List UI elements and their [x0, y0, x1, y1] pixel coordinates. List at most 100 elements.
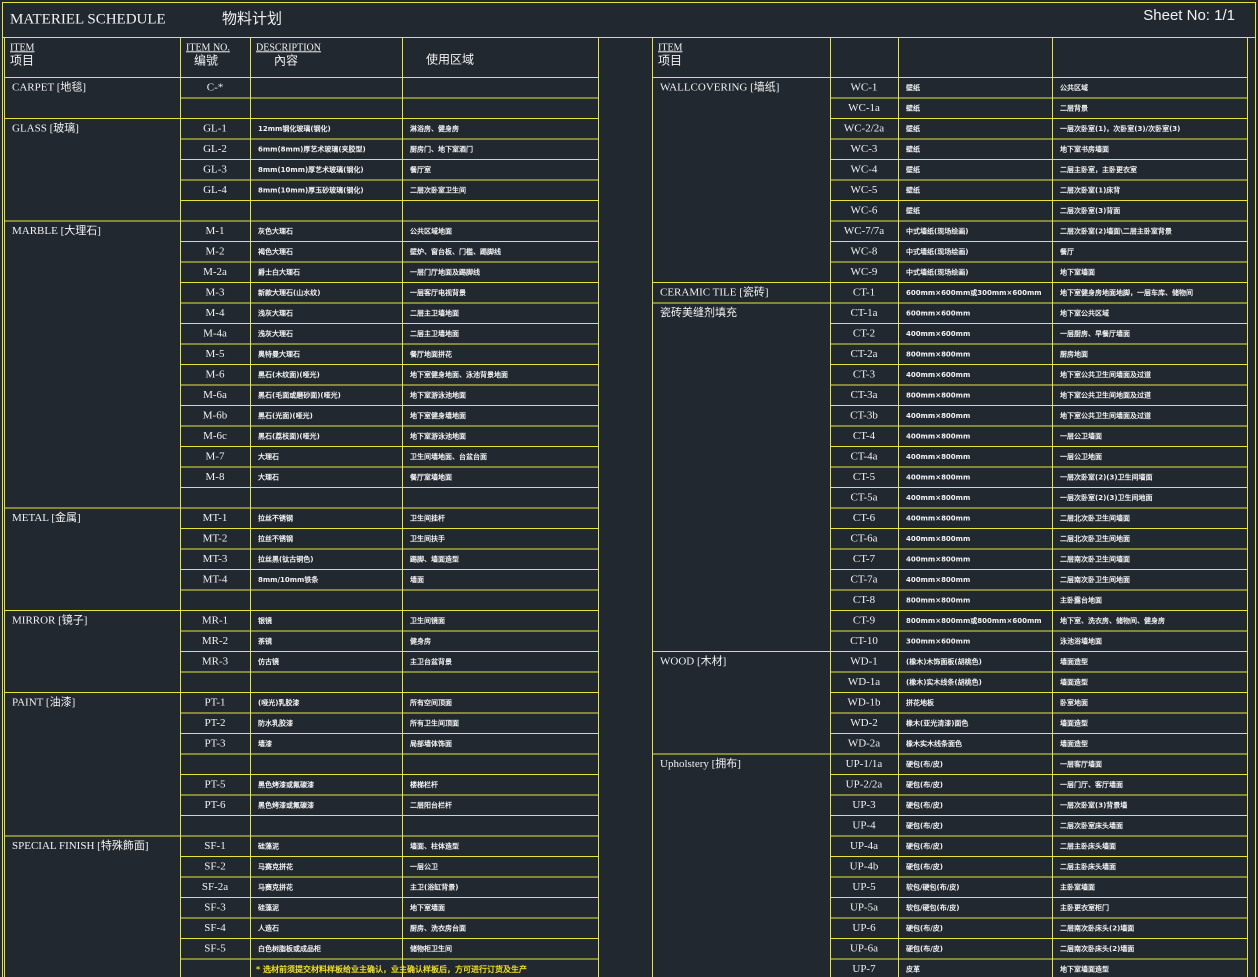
usage-area: 餐厅地面拼花 — [409, 349, 452, 358]
description: 人造石 — [258, 923, 279, 932]
item-no: WD-1a — [848, 676, 880, 688]
description: 防水乳胶漆 — [258, 718, 293, 727]
usage-area: 主卧露台地面 — [1060, 595, 1102, 604]
item-no: MR-3 — [202, 655, 229, 667]
description: 黑色烤漆或氟碳漆 — [258, 800, 314, 809]
usage-area: 墙面造型 — [1060, 718, 1088, 727]
usage-area: 壁炉、窗台板、门槛、踢脚线 — [410, 247, 501, 256]
description: 马赛克拼花 — [258, 862, 293, 871]
item-no: CT-2a — [850, 348, 877, 360]
item-no: M-6c — [203, 430, 227, 442]
description: 皮革 — [905, 964, 920, 973]
item-name: PAINT [油漆] — [12, 694, 75, 708]
header-cn: 项目 — [658, 54, 682, 68]
description: 8mm/10mm铁条 — [258, 575, 319, 584]
description: 奥特曼大理石 — [258, 349, 300, 358]
description: 8mm(10mm)厚艺术玻璃(钢化) — [258, 165, 364, 174]
item-no: PT-6 — [205, 799, 226, 811]
description: 400mm×800mm — [906, 453, 970, 461]
description: 橡木(亚光清漆)面色 — [906, 718, 968, 727]
usage-area: 楼梯栏杆 — [410, 780, 438, 789]
item-no: CT-4 — [853, 430, 876, 442]
description: 仿古镜 — [258, 657, 279, 666]
item-no: WC-8 — [851, 245, 878, 257]
usage-area: 二层北次卧卫生间墙面 — [1060, 513, 1130, 522]
description: 400mm×600mm — [906, 330, 970, 338]
item-name: GLASS [玻璃] — [12, 120, 79, 134]
item-no: CT-8 — [853, 594, 876, 606]
usage-area: 局部墙体饰面 — [410, 739, 452, 748]
usage-area: 地下室墙面 — [410, 903, 445, 912]
item-name: CARPET [地毯] — [12, 79, 86, 93]
usage-area: 二层主卧床头墙面 — [1060, 862, 1116, 871]
item-no: GL-2 — [203, 143, 227, 155]
item-no: SF-4 — [204, 922, 226, 934]
usage-area: 二层主卧室，主卧更衣室 — [1060, 165, 1137, 174]
description: 墙漆 — [258, 739, 272, 748]
description: 中式墙纸(现场绘画) — [906, 267, 968, 276]
description: 300mm×600mm — [906, 637, 970, 645]
item-no: CT-3b — [850, 409, 878, 421]
item-no: CT-6 — [853, 512, 876, 524]
usage-area: 墙面造型 — [1060, 739, 1088, 748]
item-no: UP-5 — [852, 881, 876, 893]
description: 浅灰大理石 — [258, 308, 293, 317]
item-no: M-8 — [206, 471, 225, 483]
usage-area: 餐厅 — [1059, 247, 1074, 256]
description: 拼花地板 — [906, 698, 935, 707]
item-no: WC-3 — [851, 143, 878, 155]
usage-area: 二层次卧室(3)背面 — [1060, 206, 1120, 215]
usage-area: 踢脚、墙面造型 — [410, 554, 459, 563]
usage-area: 二层主卫墙地面 — [410, 308, 459, 317]
item-no: GL-1 — [203, 122, 227, 134]
usage-area: 地下室健身地面、泳池背景地面 — [410, 370, 508, 379]
description: 壁纸 — [906, 185, 920, 194]
item-no: UP-4 — [852, 819, 876, 831]
item-no: CT-3 — [853, 368, 876, 380]
item-no: PT-2 — [205, 717, 226, 729]
usage-area: 二层北次卧卫生间地面 — [1060, 534, 1130, 543]
description: 硬包(布/皮) — [906, 821, 943, 830]
header-cn: 使用区域 — [426, 52, 474, 67]
usage-area: 二层次卧室卫生间 — [410, 185, 466, 194]
usage-area: 所有卫生间顶面 — [410, 718, 459, 727]
item-name: WALLCOVERING [墙纸] — [660, 79, 779, 93]
description: 400mm×800mm — [906, 555, 970, 563]
description: 6mm(8mm)厚艺术玻璃(夹胶型) — [258, 144, 366, 153]
item-no: M-6b — [203, 409, 228, 421]
item-no: CT-5 — [853, 471, 876, 483]
usage-area: 地下室公共卫生间墙面及过道 — [1060, 370, 1151, 379]
item-no: UP-5a — [850, 901, 878, 913]
item-no: GL-4 — [203, 184, 227, 196]
item-no: SF-2 — [204, 860, 225, 872]
usage-area: 卫生间墙地面、台盆台面 — [410, 452, 487, 461]
item-no: WC-9 — [851, 266, 878, 278]
item-name: Upholstery [拥布] — [660, 756, 741, 770]
usage-area: 主卫(浴缸背景) — [410, 882, 458, 891]
usage-area: 一层客厅墙面 — [1060, 759, 1102, 768]
description: 400mm×800mm — [906, 494, 970, 502]
item-no: CT-7a — [850, 573, 877, 585]
description: 新款大理石(山水纹) — [258, 288, 320, 297]
description: 600mm×600mm — [906, 309, 970, 317]
usage-area: 卫生间扶手 — [410, 534, 445, 543]
description: (橡木)木饰面板(胡桃色) — [906, 657, 982, 666]
description: 壁纸 — [906, 103, 920, 112]
item-name: CERAMIC TILE [瓷砖] — [660, 284, 769, 298]
usage-area: 墙面造型 — [1060, 657, 1088, 666]
usage-area: 餐厅室 — [409, 165, 431, 174]
description: 硬包(布/皮) — [906, 780, 943, 789]
item-no: WC-2/2a — [844, 122, 884, 134]
title-cn: 物料计划 — [222, 10, 282, 28]
item-no: MT-3 — [203, 553, 228, 565]
description: 拉丝黑(钛古铜色) — [258, 554, 313, 563]
description: 浅灰大理石 — [258, 329, 293, 338]
description: 黑石(毛面或磨砂面)(哑光) — [258, 390, 341, 399]
usage-area: 二层背景 — [1060, 103, 1088, 112]
usage-area: 地下室墙面造型 — [1060, 964, 1109, 973]
description: 橡木实木线条面色 — [906, 739, 962, 748]
note: * 选材前须提交材料样板给业主确认，业主确认样板后，方可进行订货及生产 — [256, 964, 527, 974]
description: 硅藻泥 — [258, 841, 279, 850]
description: 马赛克拼花 — [258, 882, 293, 891]
usage-area: 二层阳台栏杆 — [410, 800, 452, 809]
